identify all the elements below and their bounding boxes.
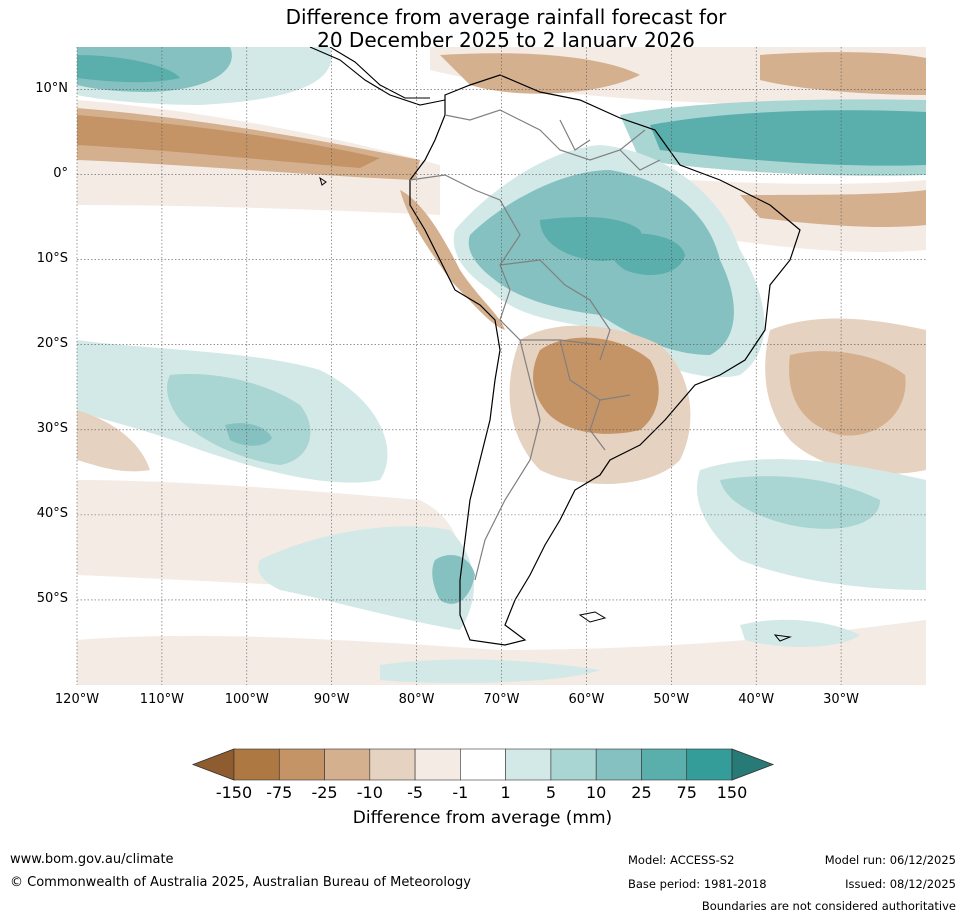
colorbar-swatch bbox=[550, 748, 597, 781]
colorbar-swatch bbox=[233, 748, 280, 781]
colorbar-tick-label: -25 bbox=[311, 783, 338, 802]
anomaly-field bbox=[77, 47, 926, 685]
longitude-label: 110°W bbox=[139, 692, 184, 707]
latitude-label: 40°S bbox=[36, 505, 68, 521]
colorbar-tick-label: 150 bbox=[716, 783, 748, 802]
patagonia-wet-light bbox=[258, 526, 474, 630]
colorbar-tick-label: -75 bbox=[266, 783, 293, 802]
sw-dry-1 bbox=[77, 410, 150, 472]
south-america-coastline bbox=[409, 74, 801, 646]
country-borders bbox=[409, 109, 661, 581]
patagonia-wet-core bbox=[432, 555, 475, 604]
graticule bbox=[76, 47, 926, 685]
colorbar-min-extension bbox=[191, 748, 235, 781]
pacific-dry-core bbox=[77, 115, 380, 168]
bom-url-link[interactable]: www.bom.gov.au/climate bbox=[10, 852, 174, 867]
colorbar-swatch bbox=[369, 748, 416, 781]
south-georgia bbox=[773, 634, 792, 642]
longitude-label: 70°W bbox=[483, 692, 520, 707]
copyright-notice: © Commonwealth of Australia 2025, Austra… bbox=[10, 875, 471, 890]
latitude-label: 10°N bbox=[35, 80, 68, 96]
longitude-label: 40°W bbox=[738, 692, 775, 707]
latitude-label: 50°S bbox=[36, 590, 68, 606]
se-pacific-wet-mid bbox=[167, 374, 311, 465]
atlantic-north-dry bbox=[760, 52, 926, 95]
colorbar-label: Difference from average (mm) bbox=[352, 808, 613, 828]
colorbar-tick-label: 75 bbox=[676, 783, 697, 802]
longitude-label: 80°W bbox=[398, 692, 435, 707]
central-america-coastline bbox=[309, 47, 446, 106]
colorbar-swatch bbox=[595, 748, 642, 781]
colorbar-max-extension bbox=[731, 748, 775, 781]
longitude-label: 50°W bbox=[653, 692, 690, 707]
colorbar-tick-label: 25 bbox=[631, 783, 652, 802]
southern-ocean-wet bbox=[380, 659, 600, 683]
longitude-label: 120°W bbox=[54, 692, 100, 707]
colorbar-swatch bbox=[641, 748, 688, 781]
galapagos-islands bbox=[319, 176, 327, 186]
latitude-label: 30°S bbox=[36, 420, 68, 436]
colorbar-swatch bbox=[686, 748, 733, 781]
se-atlantic-dry-core bbox=[789, 351, 906, 436]
base-period: Base period: 1981-2018 bbox=[628, 877, 767, 891]
colorbar-tick-label: -10 bbox=[356, 783, 383, 802]
colorbar-tick-label: -1 bbox=[452, 783, 469, 802]
colorbar-swatch bbox=[505, 748, 552, 781]
longitude-label: 60°W bbox=[568, 692, 605, 707]
latitude-label: 10°S bbox=[36, 250, 68, 266]
colorbar-tick-label: 5 bbox=[545, 783, 556, 802]
atlantic-itcz-wet-core bbox=[650, 110, 926, 166]
colorbar-swatch bbox=[324, 748, 371, 781]
model-run-date: Model run: 06/12/2025 bbox=[824, 853, 956, 867]
colorbar-swatch bbox=[460, 748, 506, 781]
se-pacific-wet-core bbox=[225, 423, 272, 446]
nw-wet-core bbox=[77, 55, 180, 83]
south-atlantic-wet-mid bbox=[720, 476, 880, 529]
chart-title-line1: Difference from average rainfall forecas… bbox=[285, 5, 727, 29]
brazil-wet-mid bbox=[468, 170, 734, 355]
colorbar-tick-label: -150 bbox=[215, 783, 253, 802]
andes-dry bbox=[400, 190, 505, 330]
colorbar-tick-label: 1 bbox=[500, 783, 511, 802]
eq-atlantic-dry-mid bbox=[740, 190, 926, 228]
colorbar-tick-label: -5 bbox=[407, 783, 424, 802]
drake-passage-wet bbox=[740, 619, 860, 647]
central-america-coastline-2 bbox=[329, 47, 430, 99]
model-name: Model: ACCESS-S2 bbox=[628, 853, 735, 867]
latitude-label: 0° bbox=[53, 165, 68, 181]
colorbar-swatch bbox=[278, 748, 325, 781]
colorbar-swatch bbox=[414, 748, 461, 781]
brazil-wet-core-2 bbox=[608, 233, 685, 275]
falkland-islands bbox=[578, 611, 607, 623]
colorbar-tick-label: 10 bbox=[585, 783, 607, 802]
issued-date: Issued: 08/12/2025 bbox=[845, 877, 956, 891]
caribbean-dry-mid bbox=[440, 53, 640, 94]
boundaries-disclaimer: Boundaries are not considered authoritat… bbox=[701, 899, 956, 913]
longitude-label: 30°W bbox=[823, 692, 860, 707]
longitude-label: 90°W bbox=[313, 692, 350, 707]
latitude-label: 20°S bbox=[36, 335, 68, 351]
longitude-label: 100°W bbox=[224, 692, 269, 707]
laplata-dry-core bbox=[533, 337, 659, 434]
